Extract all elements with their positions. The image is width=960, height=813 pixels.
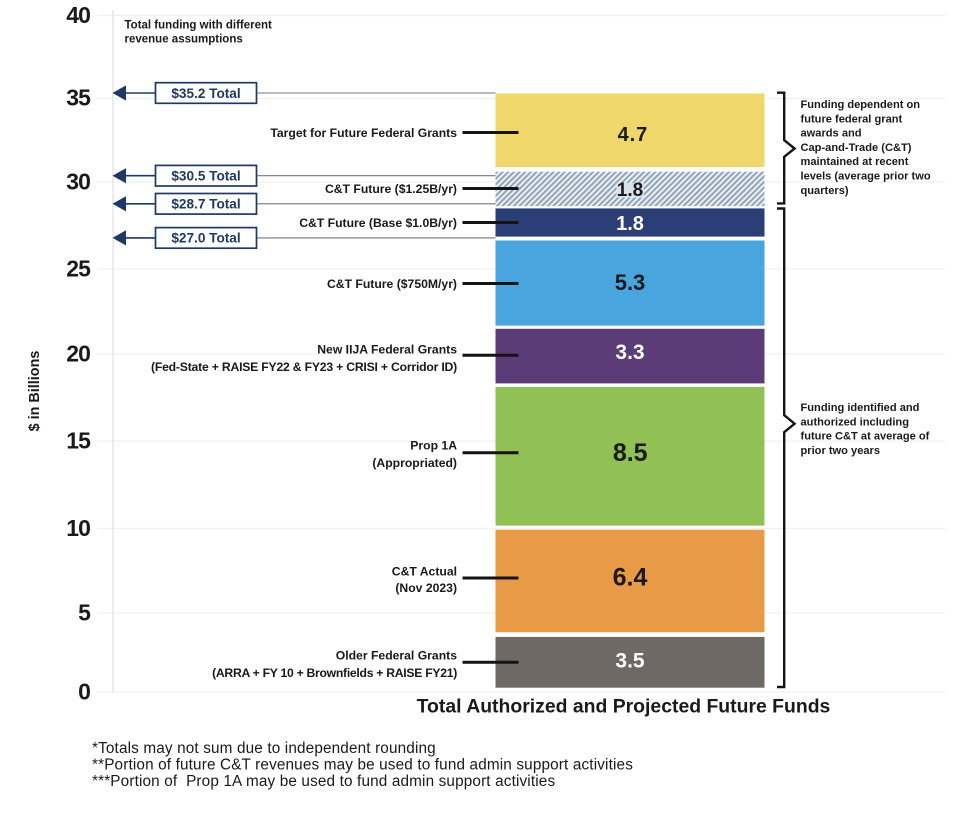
svg-text:(Appropriated): (Appropriated) <box>372 456 457 470</box>
svg-text:8.5: 8.5 <box>613 439 648 467</box>
svg-text:awards and: awards and <box>801 128 862 140</box>
svg-text:35: 35 <box>66 85 91 111</box>
svg-text:maintained at recent: maintained at recent <box>801 156 909 168</box>
svg-text:$27.0 Total: $27.0 Total <box>171 231 240 246</box>
svg-text:6.4: 6.4 <box>613 563 648 591</box>
svg-text:Prop 1A: Prop 1A <box>410 439 457 453</box>
svg-text:revenue assumptions: revenue assumptions <box>125 33 243 45</box>
svg-text:(Nov 2023): (Nov 2023) <box>395 581 457 595</box>
svg-text:30: 30 <box>66 168 90 194</box>
svg-text:3.5: 3.5 <box>615 649 645 672</box>
svg-text:*Totals may not sum due to ind: *Totals may not sum due to independent r… <box>92 740 436 757</box>
svg-text:C&T Future ($750M/yr): C&T Future ($750M/yr) <box>327 277 457 291</box>
svg-text:C&T Actual: C&T Actual <box>392 565 457 579</box>
svg-text:quarters): quarters) <box>801 185 849 197</box>
svg-text:**Portion of future C&T revenu: **Portion of future C&T revenues may be … <box>92 757 633 774</box>
svg-text:10: 10 <box>66 515 90 541</box>
svg-text:Older Federal Grants: Older Federal Grants <box>336 649 457 663</box>
svg-text:Funding identified and: Funding identified and <box>801 402 920 414</box>
svg-text:0: 0 <box>78 678 90 704</box>
svg-text:3.3: 3.3 <box>615 341 644 364</box>
svg-text:***Portion of Prop 1A may be: ***Portion of Prop 1A may be used to fun… <box>92 773 555 790</box>
svg-text:15: 15 <box>66 427 91 453</box>
svg-text:5.3: 5.3 <box>615 270 646 295</box>
svg-text:Total funding with different: Total funding with different <box>125 20 273 32</box>
svg-text:authorized including: authorized including <box>801 416 910 428</box>
svg-text:1.8: 1.8 <box>616 213 644 235</box>
svg-text:Total Authorized and Projected: Total Authorized and Projected Future Fu… <box>417 695 831 717</box>
svg-text:5: 5 <box>78 599 91 625</box>
svg-text:C&T Future ($1.25B/yr): C&T Future ($1.25B/yr) <box>325 182 457 196</box>
svg-text:20: 20 <box>66 340 90 366</box>
svg-text:1.8: 1.8 <box>617 180 643 201</box>
svg-text:C&T Future (Base $1.0B/yr): C&T Future (Base $1.0B/yr) <box>299 216 457 230</box>
svg-text:$30.5 Total: $30.5 Total <box>171 169 240 184</box>
svg-text:$ in Billions: $ in Billions <box>27 351 43 432</box>
svg-text:Cap-and-Trade (C&T): Cap-and-Trade (C&T) <box>801 142 912 154</box>
svg-text:$28.7 Total: $28.7 Total <box>171 197 240 212</box>
svg-text:(ARRA + FY 10 + Brownfields +: (ARRA + FY 10 + Brownfields + RAISE FY21… <box>212 666 457 680</box>
svg-text:future federal grant: future federal grant <box>801 113 903 125</box>
svg-text:Target for Future Federal Gran: Target for Future Federal Grants <box>270 126 457 140</box>
svg-text:$35.2 Total: $35.2 Total <box>171 86 240 101</box>
svg-text:levels (average prior two: levels (average prior two <box>801 171 931 183</box>
svg-text:prior two years: prior two years <box>801 445 881 457</box>
svg-text:(Fed-State + RAISE FY22 & FY23: (Fed-State + RAISE FY22 & FY23 + CRISI +… <box>151 360 457 374</box>
svg-text:future C&T at average of: future C&T at average of <box>801 431 930 443</box>
svg-text:25: 25 <box>66 255 91 281</box>
svg-text:Funding dependent on: Funding dependent on <box>801 99 921 111</box>
svg-text:4.7: 4.7 <box>618 124 649 146</box>
svg-text:New IIJA Federal Grants: New IIJA Federal Grants <box>317 343 457 357</box>
svg-text:40: 40 <box>66 2 90 28</box>
